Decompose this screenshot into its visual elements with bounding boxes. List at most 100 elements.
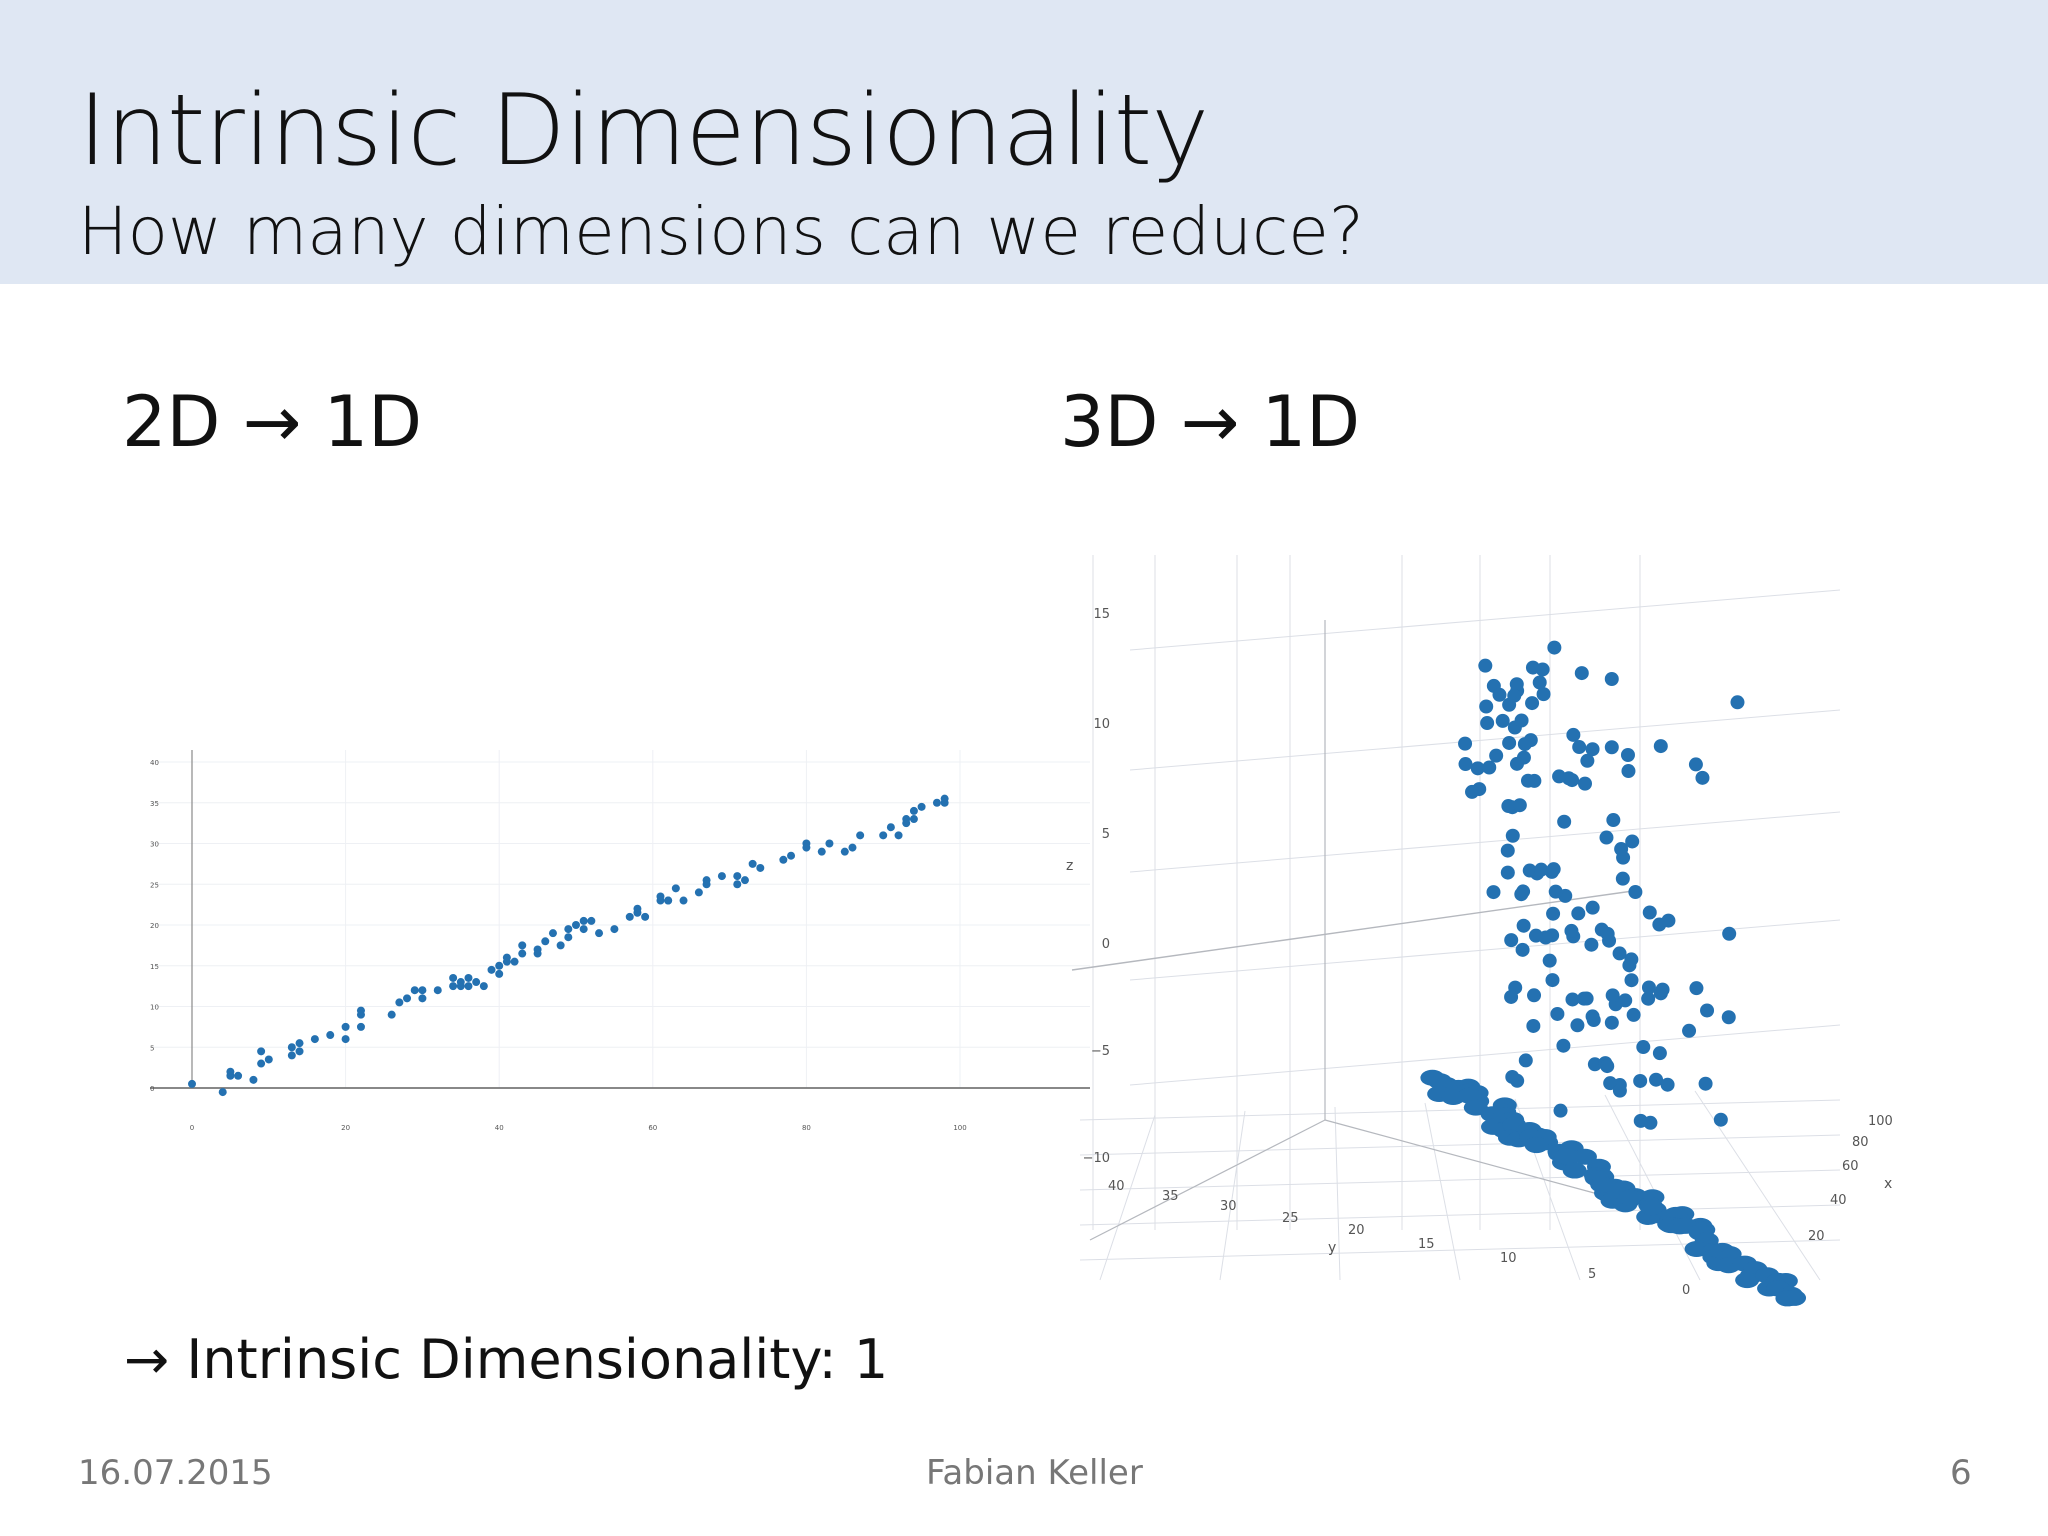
data-point-3d [1522,863,1537,878]
data-point-3d [1624,973,1639,988]
data-point [572,921,580,929]
data-point-3d [1479,699,1494,714]
data-point [894,831,903,840]
projected-point [1572,1148,1597,1165]
data-point-3d [1615,871,1630,886]
x-tick-label: 20 [1808,1229,1825,1244]
scatter-chart-2d: 0 5 10 15 20 25 30 35 40 0 20 40 60 80 100 [150,750,1090,1132]
data-point [909,815,918,824]
data-point-3d [1507,688,1522,703]
chart-3d-points [1420,640,1807,1307]
data-point [502,953,511,962]
data-point-3d [1722,926,1737,941]
data-point-3d [1614,842,1629,857]
data-point [548,929,557,938]
data-point-3d [1504,933,1519,948]
data-point-3d [1480,716,1495,731]
projected-point [1782,1289,1807,1306]
y-tick-label: 10 [150,1004,159,1012]
data-point-3d [1552,769,1567,784]
projected-point [1618,1189,1643,1206]
data-point [579,925,588,934]
data-point-3d [1512,798,1527,813]
x-axis-edge [1324,1119,1621,1201]
data-point-3d [1501,799,1516,814]
y-tick-label: 10 [1500,1251,1517,1266]
floor-line [1334,1106,1341,1281]
footer-author: Fabian Keller [926,1453,1143,1493]
data-point-3d [1500,843,1515,858]
data-point-3d [1574,666,1589,681]
data-point [633,904,642,913]
data-point [679,896,688,905]
data-point [188,1079,196,1088]
y-tick-label: 25 [1282,1211,1299,1226]
chart-2d-grid [152,750,1090,1088]
data-point-3d [1526,1018,1541,1033]
data-point-3d [1528,928,1543,943]
data-point-3d [1713,1112,1728,1127]
slide-subtitle: How many dimensions can we reduce? [78,193,1364,270]
scatter-chart-3d: 151050−5−100510152025303540020406080100 … [1066,555,1893,1307]
data-point-3d [1585,742,1600,757]
chart-2d-y-ticks: 0 5 10 15 20 25 30 35 40 [150,759,159,1093]
data-point [518,941,527,950]
data-point [579,916,588,925]
data-point [449,982,458,991]
data-point-3d [1612,946,1627,961]
data-point [341,1022,350,1031]
data-point-3d [1495,713,1510,728]
projected-point [1639,1199,1664,1216]
z-tick-label: −10 [1083,1151,1110,1166]
data-point [702,880,711,889]
data-point-3d [1621,764,1636,779]
chart-2d-points [188,794,949,1097]
data-point-3d [1698,1076,1713,1091]
data-point [218,1088,227,1097]
y-tick-label: 0 [1682,1283,1690,1298]
x-axis-label: x [1884,1176,1892,1192]
data-point [495,969,504,978]
y-tick-label: 5 [1588,1267,1596,1282]
data-point-3d [1695,770,1710,785]
wall-horizontal [1129,811,1841,873]
chart-3d-axis-labels: z y x [1066,858,1892,1256]
x-tick-label: 100 [953,1124,966,1132]
data-point-3d [1641,991,1656,1006]
data-point [295,1039,304,1048]
data-point [595,929,604,938]
data-point-3d [1547,640,1562,655]
y-tick-label: 35 [150,800,159,808]
data-point [802,843,811,852]
y-tick-label: 15 [150,963,159,971]
data-point [564,933,573,942]
floor-line [1424,1102,1461,1281]
data-point-3d [1489,748,1504,763]
data-point-3d [1532,675,1547,690]
data-point [295,1047,304,1056]
data-point [840,847,849,856]
data-point [418,986,427,995]
data-point-3d [1546,906,1561,921]
data-point-3d [1553,1103,1568,1118]
data-point-3d [1688,757,1703,772]
data-point-3d [1505,828,1520,843]
data-point [479,982,488,991]
y-tick-label: 30 [150,841,159,849]
x-tick-label: 100 [1868,1114,1893,1129]
data-point-3d [1652,1046,1667,1061]
data-point [356,1022,365,1031]
data-point-3d [1492,687,1507,702]
data-point-3d [1514,713,1529,728]
data-point-3d [1536,687,1551,702]
data-point-3d [1587,1057,1602,1072]
data-point-3d [1548,884,1563,899]
data-point [656,892,665,901]
data-point [664,896,673,905]
data-point [886,823,895,832]
data-point [902,815,911,824]
floor-line [1079,1204,1841,1226]
wall-horizontal [1129,919,1841,981]
data-point-3d [1525,696,1540,711]
data-point [234,1071,243,1080]
